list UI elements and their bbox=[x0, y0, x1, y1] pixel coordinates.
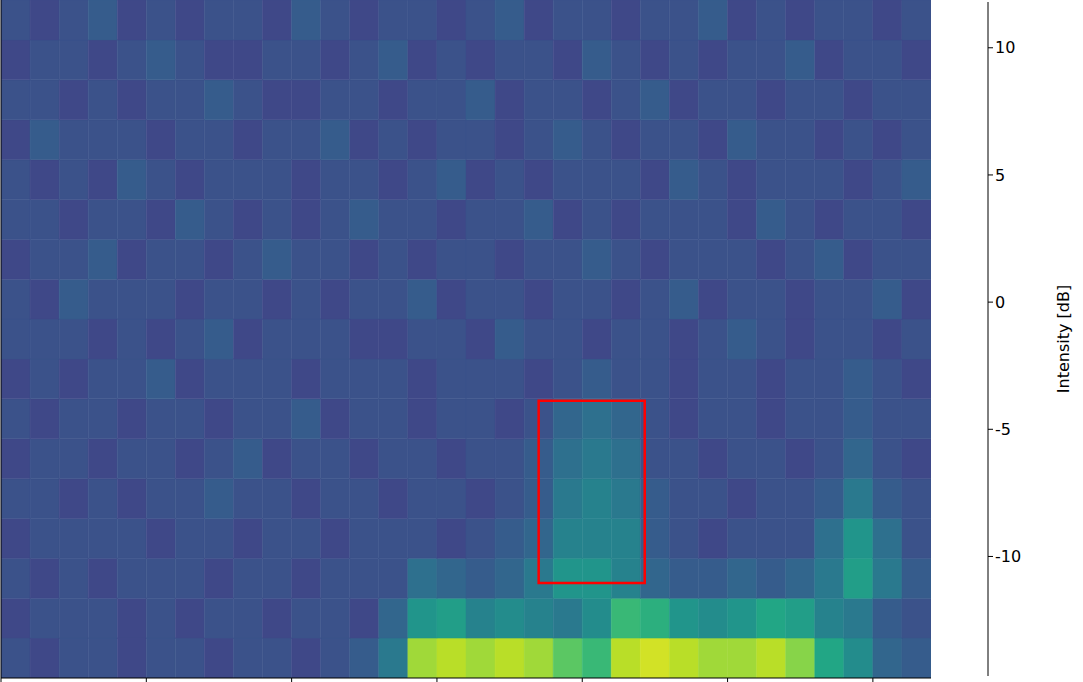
svg-text:Intensity [dB]: Intensity [dB] bbox=[1054, 285, 1073, 393]
svg-text:10: 10 bbox=[995, 38, 1015, 57]
svg-text:0: 0 bbox=[995, 293, 1005, 312]
svg-text:-10: -10 bbox=[995, 547, 1021, 566]
svg-text:5: 5 bbox=[995, 166, 1005, 185]
svg-text:-5: -5 bbox=[995, 420, 1011, 439]
